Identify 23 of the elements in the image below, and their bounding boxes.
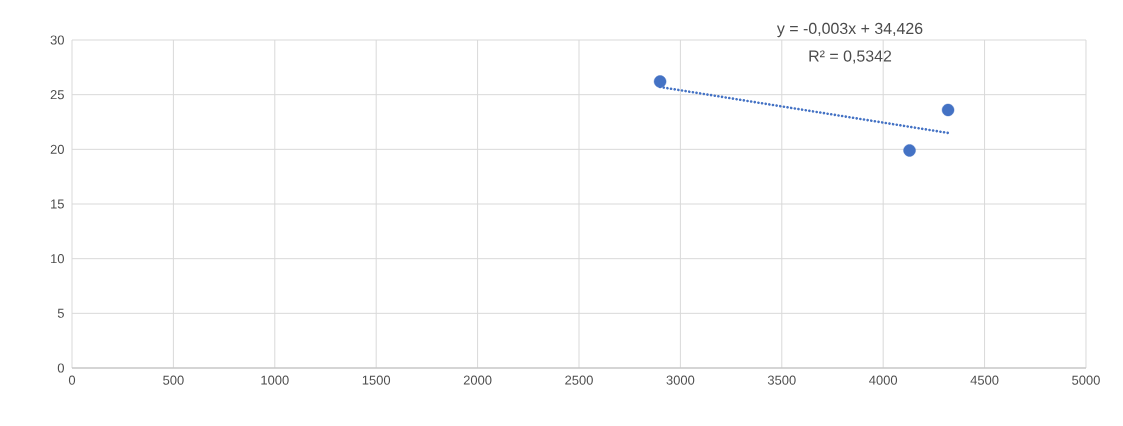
x-tick-label: 5000 <box>1072 375 1100 385</box>
x-tick-label: 3500 <box>767 375 796 385</box>
y-tick-label: 0 <box>57 363 64 373</box>
x-tick-label: 2500 <box>565 375 593 385</box>
x-tick-label: 1500 <box>362 375 391 385</box>
x-tick-label: 0 <box>68 375 76 385</box>
annotation: R² = 0,5342 <box>809 50 892 64</box>
point <box>903 144 916 157</box>
y-tick-label: 20 <box>50 144 64 154</box>
x-tick-label: 3000 <box>666 375 695 385</box>
x-tick-label: 500 <box>163 375 184 385</box>
x-tick-label: 2000 <box>463 375 492 385</box>
x-tick-label: 1000 <box>261 375 289 385</box>
point <box>941 103 955 117</box>
y-tick-label: 10 <box>51 254 64 264</box>
x-tick-label: 4000 <box>869 375 898 385</box>
x-tick-label: 4500 <box>970 375 999 385</box>
point <box>653 75 667 88</box>
y-tick-label: 5 <box>57 308 64 318</box>
y-tick-label: 15 <box>51 199 64 209</box>
y-tick-label: 25 <box>50 90 64 100</box>
text: y = -0,003x + 34,426 <box>776 22 923 38</box>
y-tick-label: 30 <box>50 35 64 45</box>
